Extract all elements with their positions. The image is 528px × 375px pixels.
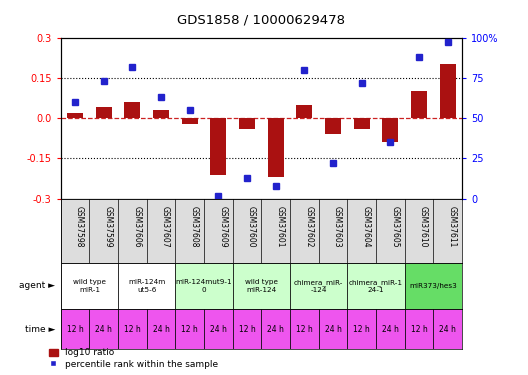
Text: 12 h: 12 h [296, 324, 313, 334]
Text: GSM37600: GSM37600 [247, 206, 256, 248]
Bar [347, 309, 376, 349]
Bar [376, 309, 404, 349]
Text: GSM37601: GSM37601 [276, 206, 285, 248]
Bar [261, 309, 290, 349]
Text: time ►: time ► [25, 324, 55, 334]
Bar [89, 309, 118, 349]
Text: 12 h: 12 h [67, 324, 83, 334]
Bar [239, 118, 255, 129]
Bar [404, 262, 462, 309]
Text: 12 h: 12 h [353, 324, 370, 334]
Bar [233, 309, 261, 349]
Bar [147, 309, 175, 349]
Bar [290, 309, 319, 349]
Bar [354, 118, 370, 129]
Text: GDS1858 / 10000629478: GDS1858 / 10000629478 [177, 13, 345, 26]
Bar [67, 113, 83, 118]
Text: GSM37609: GSM37609 [219, 206, 228, 248]
Bar [61, 309, 89, 349]
Text: GSM37598: GSM37598 [75, 206, 84, 248]
Bar [347, 262, 404, 309]
Text: 12 h: 12 h [124, 324, 141, 334]
Text: GSM37605: GSM37605 [390, 206, 399, 248]
Text: 24 h: 24 h [382, 324, 399, 334]
Bar [175, 309, 204, 349]
Bar [61, 262, 118, 309]
Bar [382, 118, 398, 142]
Bar [404, 309, 433, 349]
Bar [118, 262, 175, 309]
Text: miR-124mut9-1
0: miR-124mut9-1 0 [176, 279, 232, 292]
Bar [268, 118, 284, 177]
Text: chimera_miR-
-124: chimera_miR- -124 [294, 279, 343, 293]
Legend: log10 ratio, percentile rank within the sample: log10 ratio, percentile rank within the … [47, 346, 220, 370]
Bar [411, 91, 427, 118]
Text: wild type
miR-1: wild type miR-1 [73, 279, 106, 292]
Text: 24 h: 24 h [325, 324, 342, 334]
Text: 24 h: 24 h [153, 324, 169, 334]
Text: GSM37610: GSM37610 [419, 206, 428, 248]
Bar [175, 262, 233, 309]
Bar [440, 64, 456, 118]
Bar [233, 262, 290, 309]
Text: 24 h: 24 h [439, 324, 456, 334]
Bar [319, 309, 347, 349]
Text: GSM37607: GSM37607 [161, 206, 170, 248]
Bar [182, 118, 197, 123]
Text: chimera_miR-1
24-1: chimera_miR-1 24-1 [349, 279, 403, 293]
Text: 12 h: 12 h [181, 324, 198, 334]
Text: 12 h: 12 h [239, 324, 256, 334]
Text: wild type
miR-124: wild type miR-124 [245, 279, 278, 292]
Text: GSM37606: GSM37606 [133, 206, 142, 248]
Bar [325, 118, 341, 134]
Bar [125, 102, 140, 118]
Bar [211, 118, 226, 175]
Text: 24 h: 24 h [210, 324, 227, 334]
Text: GSM37603: GSM37603 [333, 206, 342, 248]
Text: miR-124m
ut5-6: miR-124m ut5-6 [128, 279, 165, 292]
Text: GSM37604: GSM37604 [362, 206, 371, 248]
Text: 24 h: 24 h [95, 324, 112, 334]
Bar [290, 262, 347, 309]
Bar [118, 309, 147, 349]
Text: GSM37599: GSM37599 [103, 206, 112, 248]
Text: GSM37611: GSM37611 [448, 206, 457, 248]
Bar [153, 110, 169, 118]
Text: 12 h: 12 h [411, 324, 427, 334]
Text: agent ►: agent ► [20, 281, 55, 290]
Text: 24 h: 24 h [267, 324, 284, 334]
Text: miR373/hes3: miR373/hes3 [409, 283, 457, 289]
Bar [297, 105, 312, 118]
Bar [433, 309, 462, 349]
Bar [204, 309, 233, 349]
Text: GSM37608: GSM37608 [190, 206, 199, 248]
Bar [96, 107, 111, 118]
Text: GSM37602: GSM37602 [304, 206, 313, 248]
